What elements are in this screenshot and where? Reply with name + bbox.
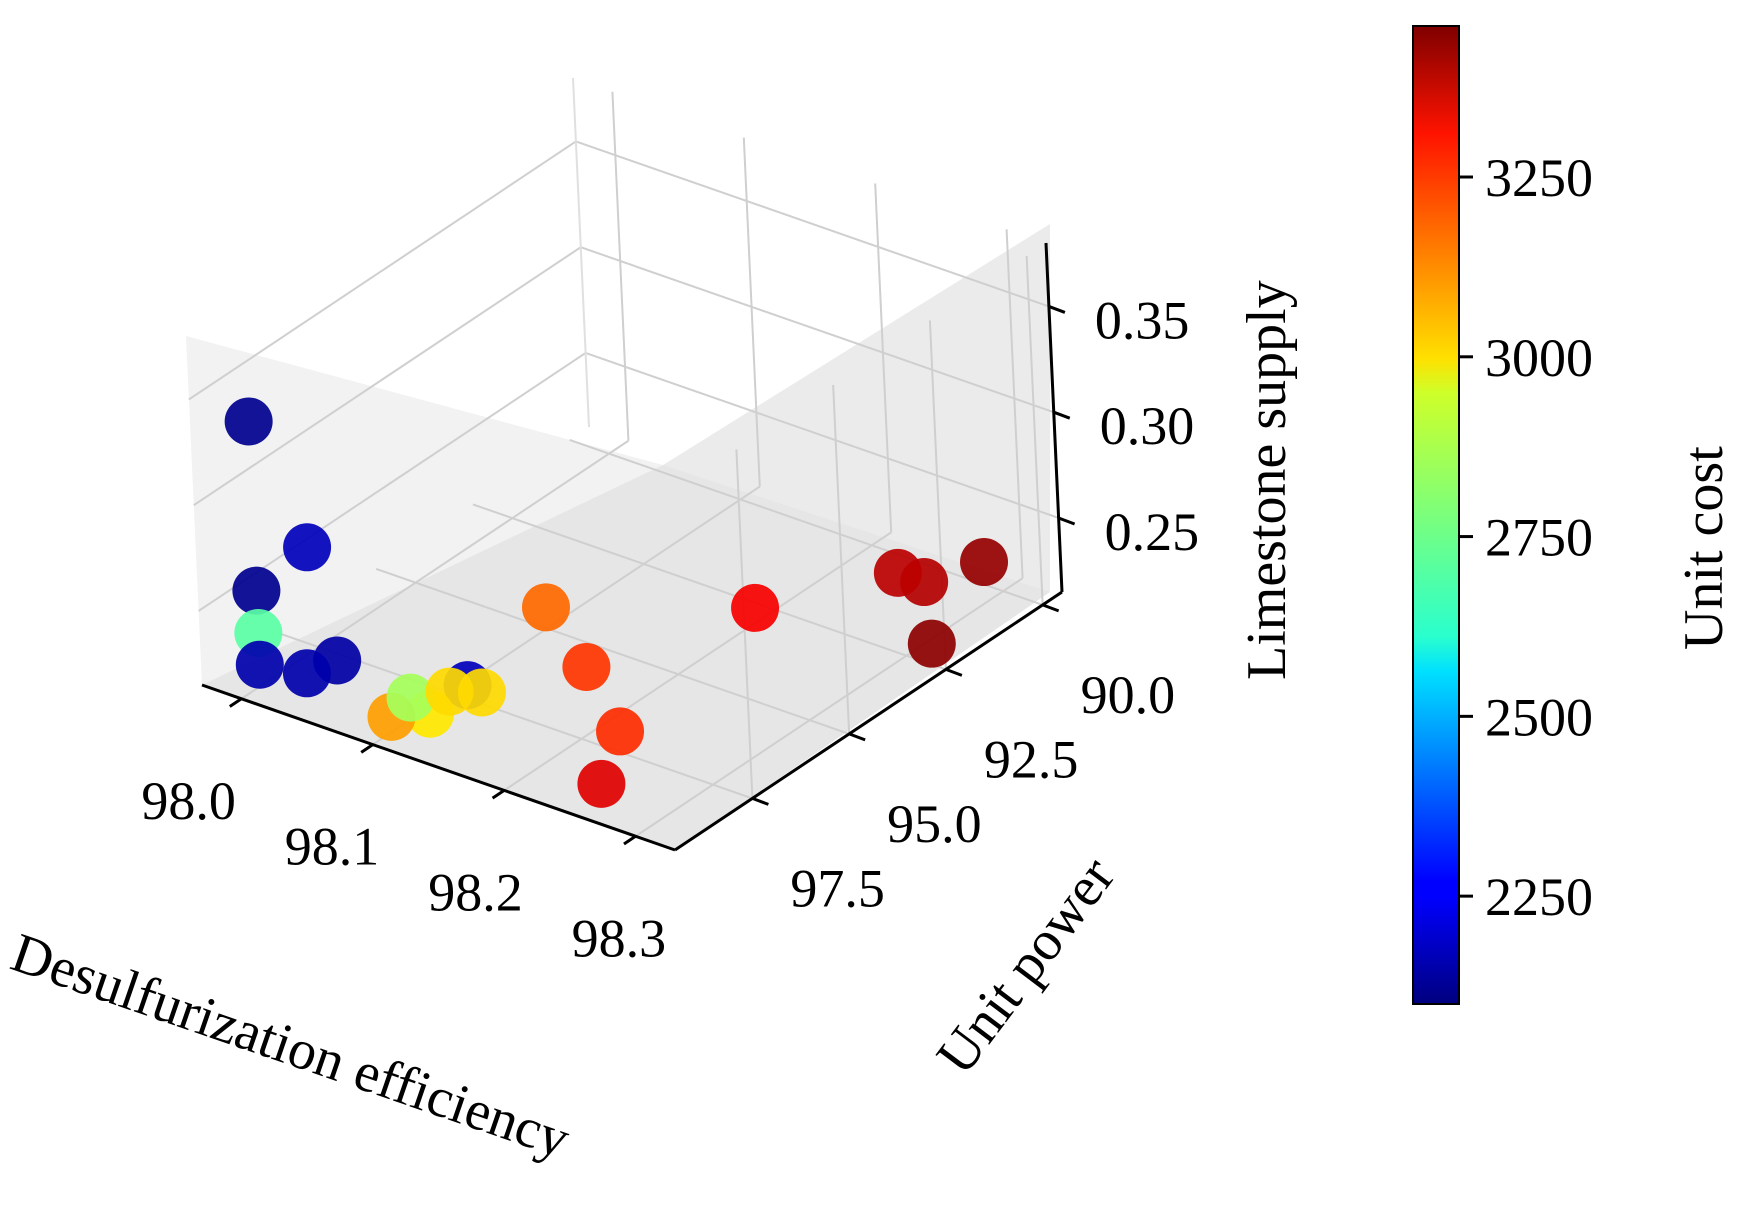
y-tick-mark xyxy=(848,732,866,742)
data-point xyxy=(283,523,332,572)
data-point xyxy=(282,649,331,698)
y-axis-line xyxy=(674,590,1063,852)
grid-line-z-left xyxy=(188,140,577,401)
z-axis-title: Limestone supply xyxy=(1236,280,1298,680)
colorbar-tick-label: 3000 xyxy=(1485,328,1593,388)
tick-labels: 98.0 98.1 98.2 98.3 90.092.595.097.5 0.25 0.30… xyxy=(141,290,1199,968)
data-point xyxy=(235,640,284,689)
grid-line-z-back xyxy=(580,246,1055,414)
colorbar-tick-label: 3250 xyxy=(1485,148,1593,208)
z-tick-mark xyxy=(1048,305,1066,314)
data-point xyxy=(907,619,956,668)
x-tick-label: 98.1 xyxy=(285,817,380,877)
y-tick-label: 95.0 xyxy=(887,794,982,854)
colorbar-gradient xyxy=(1412,25,1460,1005)
colorbar-ticks: 2250 2500 2750 3000 3250 xyxy=(1459,148,1593,927)
z-tick-mark xyxy=(1053,410,1071,420)
grid-line-z-back xyxy=(585,352,1059,519)
colorbar-tick-label: 2250 xyxy=(1485,867,1593,927)
data-point xyxy=(562,642,611,691)
x-axis-line xyxy=(201,683,676,852)
x-tick-label: 98.2 xyxy=(428,862,523,922)
grid-line-x-floor xyxy=(635,577,1024,838)
data-point xyxy=(425,667,474,716)
grid-line-x-left xyxy=(1005,229,1024,579)
z-axis-line xyxy=(1044,242,1064,593)
x-tick-label: 98.0 xyxy=(141,771,236,831)
grid-line-y-back xyxy=(1025,255,1044,605)
y-axis-title: Unit power xyxy=(925,846,1127,1086)
y-tick-mark xyxy=(751,796,769,806)
grid-line-y-back xyxy=(832,384,851,734)
z-tick-label: 0.30 xyxy=(1100,396,1195,456)
z-tick-mark xyxy=(1058,516,1076,526)
colorbar-title: Unit cost xyxy=(1673,446,1735,650)
floor-pane xyxy=(202,465,1050,850)
data-point xyxy=(521,583,570,632)
x-tick-mark xyxy=(623,835,637,846)
y-tick-label: 90.0 xyxy=(1081,665,1176,725)
grid-line-x-left xyxy=(874,183,893,533)
z-tick-label: 0.25 xyxy=(1105,502,1200,562)
data-points xyxy=(224,397,1009,808)
x-tick-mark xyxy=(228,697,243,708)
grid-line-y-floor xyxy=(569,438,1043,606)
colorbar: 2250 2500 2750 3000 3250 xyxy=(1412,25,1593,1005)
grid-line-x-left xyxy=(611,91,630,441)
x-tick-label: 98.3 xyxy=(572,908,667,968)
data-point xyxy=(731,583,780,632)
axis-lines xyxy=(201,242,1064,852)
y-tick-mark xyxy=(945,667,963,677)
data-point xyxy=(232,566,281,615)
grid-line-y-floor xyxy=(472,503,947,671)
grid-line-z-back xyxy=(575,140,1050,308)
grid-line-y-back xyxy=(928,320,947,670)
data-point xyxy=(386,673,435,722)
data-point xyxy=(577,759,626,808)
colorbar-tick-label: 2500 xyxy=(1485,687,1593,747)
y-tick-mark xyxy=(1042,603,1060,613)
z-tick-label: 0.35 xyxy=(1095,290,1190,350)
data-point xyxy=(224,397,273,446)
grid-line-y-floor xyxy=(375,567,850,735)
x-tick-mark xyxy=(491,789,506,800)
y-tick-label: 97.5 xyxy=(790,858,885,918)
data-point xyxy=(873,548,922,597)
data-point xyxy=(596,707,645,756)
grid-line-x-left xyxy=(742,137,761,487)
grid-line-x-floor xyxy=(503,531,892,792)
grid-lines xyxy=(188,77,1059,838)
x-tick-mark xyxy=(360,743,374,754)
x-axis-title: Desulfurization efficiency xyxy=(4,922,577,1171)
data-point xyxy=(960,538,1009,587)
colorbar-tick-label: 2750 xyxy=(1485,508,1593,568)
y-tick-label: 92.5 xyxy=(984,729,1079,789)
pane-edge xyxy=(572,77,590,428)
grid-line-z-left xyxy=(193,246,582,507)
